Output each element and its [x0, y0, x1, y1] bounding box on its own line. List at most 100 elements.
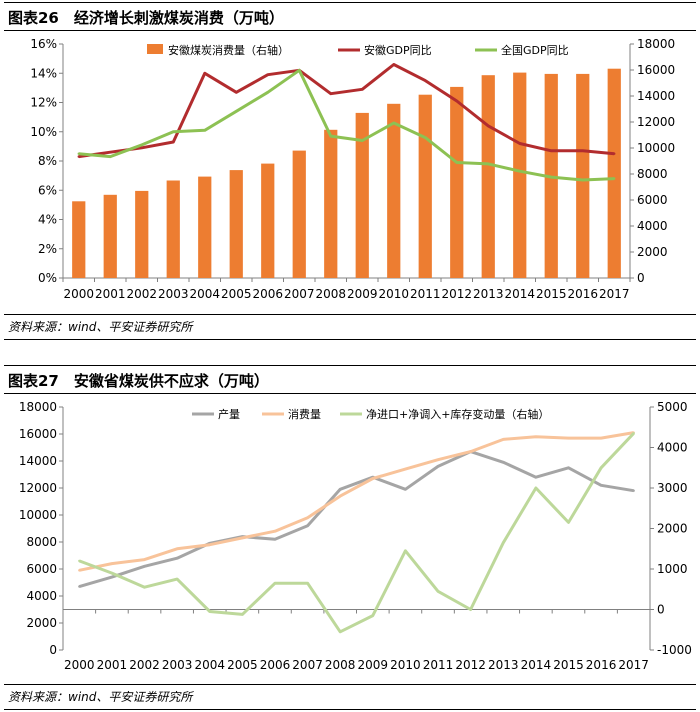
point-series-2 — [550, 175, 553, 179]
left-tick-label: 12000 — [19, 481, 57, 495]
legend-swatch-0 — [147, 44, 163, 54]
left-tick-label: 4000 — [26, 589, 57, 603]
right-tick-label: 18000 — [637, 37, 675, 51]
point-series-0 — [175, 557, 179, 560]
point-series-2 — [632, 432, 635, 435]
point-series-1 — [550, 149, 553, 152]
point-series-1 — [140, 146, 143, 150]
point-series-2 — [392, 121, 395, 125]
x-tick-label: 2002 — [126, 287, 157, 301]
x-tick-label: 2013 — [473, 287, 504, 301]
point-series-1 — [518, 142, 521, 145]
x-tick-label: 2003 — [162, 658, 193, 672]
legend-label-1: 消费量 — [288, 407, 321, 421]
point-series-2 — [599, 466, 603, 469]
left-tick-label: 18000 — [19, 400, 57, 414]
point-series-2 — [143, 586, 146, 589]
bar-consumption — [450, 86, 464, 279]
left-tick-label: 10000 — [19, 508, 57, 522]
point-series-0 — [502, 461, 505, 464]
point-series-2 — [298, 69, 301, 72]
x-tick-label: 2007 — [292, 658, 323, 672]
point-series-2 — [306, 581, 309, 585]
point-series-0 — [143, 565, 146, 568]
figure-26-title: 图表26 经济增长刺激煤炭消费（万吨） — [8, 9, 284, 27]
point-series-2 — [487, 162, 490, 166]
point-series-2 — [613, 177, 616, 180]
point-series-0 — [632, 489, 635, 492]
x-tick-label: 2011 — [423, 658, 454, 672]
left-tick-label: 2000 — [26, 616, 57, 630]
left-tick-label: 4% — [38, 213, 57, 227]
point-series-1 — [392, 63, 395, 66]
point-series-1 — [581, 149, 584, 152]
x-tick-label: 2017 — [618, 658, 649, 672]
right-tick-label: 10000 — [637, 141, 675, 155]
line-series-1 — [78, 63, 615, 159]
point-series-1 — [175, 547, 179, 550]
figure-27-title-rule — [4, 393, 696, 394]
bar-consumption — [387, 103, 401, 278]
bar-consumption — [198, 176, 212, 278]
point-series-2 — [235, 110, 238, 113]
figure-27-bottom-rule — [4, 684, 696, 685]
right-tick-label: 0 — [637, 271, 645, 285]
point-series-1 — [487, 124, 490, 128]
point-series-1 — [208, 543, 211, 546]
bar-consumption — [607, 68, 621, 278]
point-series-1 — [599, 436, 603, 440]
bar-consumption — [324, 129, 338, 278]
legend-label-1: 安徽GDP同比 — [364, 43, 432, 57]
point-series-1 — [338, 494, 342, 498]
point-series-2 — [175, 577, 179, 581]
right-tick-label: 2000 — [637, 245, 668, 259]
left-tick-label: 6% — [38, 183, 57, 197]
point-series-1 — [613, 152, 616, 155]
point-series-1 — [306, 516, 309, 519]
point-series-0 — [599, 484, 603, 487]
point-series-0 — [404, 488, 407, 491]
point-series-2 — [329, 134, 332, 138]
right-tick-label: 1000 — [657, 562, 688, 576]
legend-label-0: 安徽煤炭消费量（右轴） — [168, 43, 289, 57]
figure-26-bottom-rule — [4, 314, 696, 315]
right-tick-label: 16000 — [637, 63, 675, 77]
point-series-2 — [172, 130, 175, 133]
x-tick-label: 2017 — [599, 287, 630, 301]
bar-consumption — [355, 112, 369, 279]
point-series-1 — [235, 91, 238, 94]
chart-coal-supply-demand: 0200040006000800010000120001400016000180… — [19, 400, 692, 672]
right-tick-label: 0 — [657, 603, 665, 617]
x-tick-label: 2008 — [325, 658, 356, 672]
legend-label-2: 净进口+净调入+库存变动量（右轴） — [366, 407, 549, 421]
figure-27-source: 资料来源：wind、平安证券研究所 — [8, 690, 193, 704]
x-tick-label: 2016 — [586, 658, 617, 672]
right-tick-label: 12000 — [637, 115, 675, 129]
point-series-2 — [77, 152, 80, 155]
x-tick-label: 2006 — [260, 658, 291, 672]
point-series-1 — [143, 558, 146, 561]
x-tick-label: 2003 — [158, 287, 189, 301]
right-tick-label: 3000 — [657, 481, 688, 495]
point-series-2 — [110, 571, 114, 575]
left-tick-label: 14% — [30, 66, 57, 80]
left-tick-label: 6000 — [26, 562, 57, 576]
point-series-1 — [110, 562, 114, 565]
x-tick-label: 2010 — [378, 287, 409, 301]
right-tick-label: 14000 — [637, 89, 675, 103]
line-series-2 — [78, 432, 635, 634]
point-series-1 — [109, 151, 112, 154]
x-tick-label: 2001 — [95, 287, 126, 301]
left-tick-label: 16% — [30, 37, 57, 51]
point-series-0 — [78, 585, 81, 588]
point-series-2 — [241, 613, 244, 616]
point-series-2 — [534, 486, 538, 490]
x-tick-label: 2009 — [358, 658, 389, 672]
point-series-2 — [518, 170, 521, 173]
x-tick-label: 2009 — [347, 287, 378, 301]
right-tick-label: -1000 — [657, 643, 692, 657]
x-tick-label: 2008 — [315, 287, 346, 301]
chart-coal-consumption-gdp: 0% 2% 4% 6% 8% 10% 12% 14% 16% 0 2000 4000 6000 8000 1… — [30, 37, 675, 301]
line-series-0 — [78, 450, 634, 589]
point-series-2 — [338, 630, 342, 633]
